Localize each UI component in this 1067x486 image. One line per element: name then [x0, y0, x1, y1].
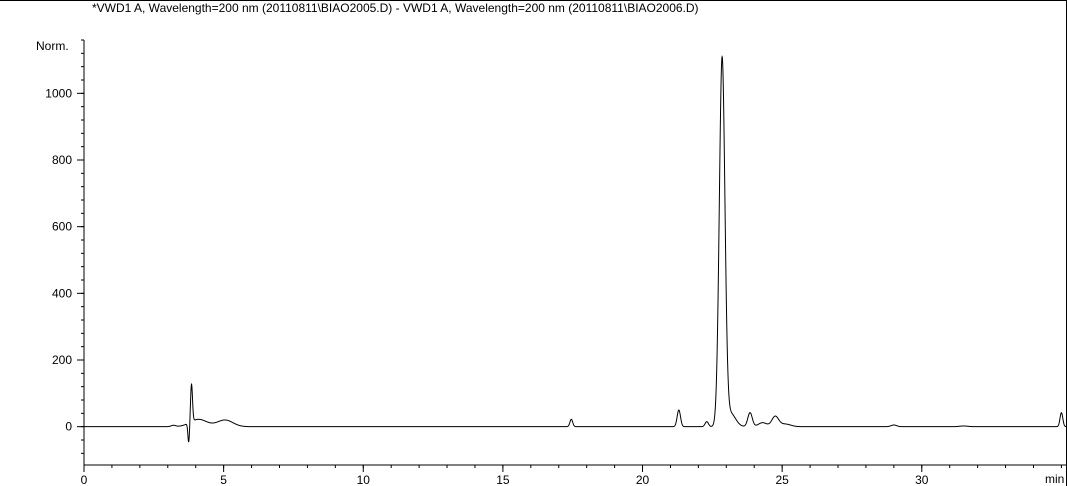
- chart-title: *VWD1 A, Wavelength=200 nm (20110811\BIA…: [92, 1, 699, 15]
- y-tick-label: 800: [52, 153, 72, 167]
- x-ticks: 0 5 10 15 20 25 30: [81, 465, 1062, 486]
- chromatogram-trace: [84, 55, 1067, 443]
- x-tick-label: 20: [636, 473, 650, 486]
- y-tick-label: 400: [52, 286, 72, 300]
- x-tick-label: 15: [496, 473, 510, 486]
- y-tick-label: 200: [52, 353, 72, 367]
- x-tick-label: 0: [81, 473, 88, 486]
- y-tick-label: 600: [52, 220, 72, 234]
- y-axis-unit-label: Norm.: [36, 39, 69, 53]
- x-tick-label: 10: [357, 473, 371, 486]
- x-tick-label: 25: [775, 473, 789, 486]
- axes: [83, 40, 1067, 466]
- y-ticks: 0 200 400 600 800 1000: [45, 39, 84, 454]
- x-tick-label: 30: [915, 473, 929, 486]
- x-tick-label: 5: [220, 473, 227, 486]
- y-tick-label: 1000: [45, 86, 72, 100]
- y-tick-label: 0: [65, 420, 72, 434]
- x-axis-unit-label: min: [1045, 472, 1065, 486]
